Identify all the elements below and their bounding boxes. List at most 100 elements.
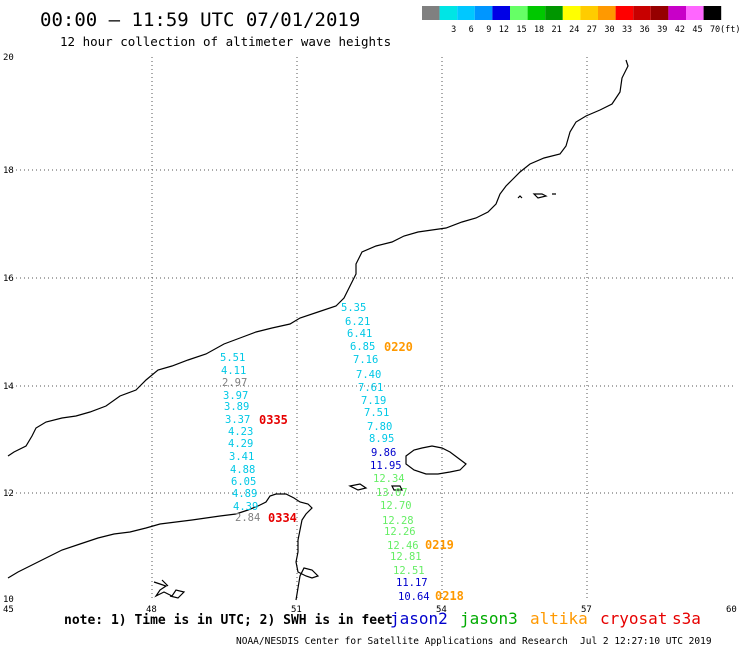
legend-swatch bbox=[668, 6, 686, 20]
footer-credit: NOAA/NESDIS Center for Satellite Applica… bbox=[236, 636, 568, 647]
lon-label: 57 bbox=[581, 605, 592, 615]
satellite-name: cryosat bbox=[600, 609, 667, 628]
legend-swatch bbox=[598, 6, 616, 20]
wave-height-observations: 5.35 6.216.416.857.16 7.407.617.197.51 7.80… bbox=[220, 302, 430, 603]
wave-height-value: 2.84 bbox=[235, 512, 260, 524]
wave-height-value: 11.17 bbox=[396, 577, 428, 589]
lat-lon-grid bbox=[8, 57, 735, 600]
legend-swatch bbox=[439, 6, 458, 20]
wave-height-value: 12.26 bbox=[384, 526, 416, 538]
lon-label: 45 bbox=[3, 605, 14, 615]
legend-swatch bbox=[633, 6, 651, 20]
wave-height-value: 3.37 bbox=[225, 414, 250, 426]
legend-label: 24 bbox=[569, 25, 579, 35]
legend-label: 6 bbox=[469, 25, 474, 35]
coastline bbox=[7, 59, 629, 601]
wave-height-value: 7.16 bbox=[353, 354, 378, 366]
legend-swatch bbox=[510, 6, 528, 20]
wave-height-value: 12.51 bbox=[393, 565, 425, 577]
somali-coast bbox=[7, 493, 320, 601]
legend-label: 45 bbox=[692, 25, 702, 35]
legend-label: 39 bbox=[657, 25, 667, 35]
legend-label: 33 bbox=[622, 25, 632, 35]
wave-height-value: 7.40 bbox=[356, 369, 381, 381]
map-title: 00:00 – 11:59 UTC 07/01/2019 bbox=[40, 9, 360, 31]
lat-label: 14 bbox=[3, 382, 14, 392]
legend-swatch bbox=[457, 6, 475, 20]
lon-label: 60 bbox=[726, 605, 737, 615]
brothers-islet bbox=[391, 485, 403, 491]
satellite-name: s3a bbox=[672, 609, 701, 628]
wave-height-value: 3.89 bbox=[224, 401, 249, 413]
footer-timestamp: Jul 2 12:27:10 UTC 2019 bbox=[580, 636, 712, 647]
legend-label: 42 bbox=[675, 25, 685, 35]
legend-label: 30 bbox=[604, 25, 614, 35]
legend-label: 70 bbox=[710, 25, 720, 35]
wave-height-value: 6.21 bbox=[345, 316, 370, 328]
wave-height-value: 2.97 bbox=[222, 377, 247, 389]
legend-swatch bbox=[422, 6, 440, 20]
legend-label: 18 bbox=[534, 25, 544, 35]
legend-swatch bbox=[492, 6, 510, 20]
pass-time: 0220 bbox=[384, 340, 413, 354]
wave-height-value: 9.86 bbox=[371, 447, 396, 459]
legend-swatch bbox=[545, 6, 563, 20]
legend-label: 21 bbox=[552, 25, 562, 35]
pass-time: 0218 bbox=[435, 589, 464, 603]
wave-height-value: 12.70 bbox=[380, 500, 412, 512]
satellite-name: altika bbox=[530, 609, 588, 628]
wave-height-value: 12.34 bbox=[373, 473, 405, 485]
wave-height-value: 6.41 bbox=[347, 328, 372, 340]
legend-label: 27 bbox=[587, 25, 597, 35]
legend-swatch bbox=[686, 6, 704, 20]
wave-height-value: 12.28 bbox=[382, 515, 414, 527]
legend-swatch bbox=[615, 6, 634, 20]
kuria-muria-islets bbox=[517, 193, 556, 199]
legend-unit: (ft) bbox=[720, 25, 740, 35]
satellite-name: jason2 bbox=[390, 609, 448, 628]
axis-labels: 45 48 51 54 57 60 10 12 14 16 18 20 bbox=[3, 53, 737, 615]
wave-height-value: 4.89 bbox=[232, 488, 257, 500]
wave-height-value: 4.88 bbox=[230, 464, 255, 476]
wave-height-value: 3.97 bbox=[223, 390, 248, 402]
legend-swatch bbox=[650, 6, 669, 20]
pass-time: 0335 bbox=[259, 413, 288, 427]
wave-height-value: 12.46 bbox=[387, 540, 419, 552]
wave-height-value: 4.23 bbox=[228, 426, 253, 438]
map-subtitle: 12 hour collection of altimeter wave hei… bbox=[60, 34, 391, 49]
satellite-legend: jason2 jason3 altika cryosat s3a bbox=[390, 609, 701, 628]
wave-height-value: 7.61 bbox=[358, 382, 383, 394]
satellite-name: jason3 bbox=[460, 609, 518, 628]
wave-height-value: 11.95 bbox=[370, 460, 402, 472]
legend-label: 15 bbox=[516, 25, 526, 35]
pass-time: 0219 bbox=[425, 538, 454, 552]
pass-time: 0334 bbox=[268, 511, 297, 525]
wave-height-value: 4.11 bbox=[221, 365, 246, 377]
somali-inlet bbox=[153, 579, 186, 599]
lat-label: 18 bbox=[3, 166, 14, 176]
legend-label: 3 bbox=[451, 25, 456, 35]
wave-height-value: 10.64 bbox=[398, 591, 430, 603]
wave-height-value: 6.05 bbox=[231, 476, 256, 488]
footer-note: note: 1) Time is in UTC; 2) SWH is in fe… bbox=[64, 613, 393, 628]
legend-swatch bbox=[474, 6, 493, 20]
legend-swatch bbox=[580, 6, 598, 20]
abd-al-kuri-island bbox=[348, 483, 368, 491]
wave-height-value: 13.07 bbox=[376, 487, 408, 499]
wave-height-value: 7.80 bbox=[367, 421, 392, 433]
lat-label: 12 bbox=[3, 489, 14, 499]
lon-label: 48 bbox=[146, 605, 157, 615]
wave-height-value: 7.51 bbox=[364, 407, 389, 419]
wave-height-value: 6.85 bbox=[350, 341, 375, 353]
socotra-island bbox=[405, 445, 467, 475]
wave-height-value: 7.19 bbox=[361, 395, 386, 407]
legend-swatch bbox=[562, 6, 581, 20]
pass-time-labels: 0220 0335 0334 0219 0218 bbox=[259, 340, 464, 603]
wave-height-value: 4.39 bbox=[233, 501, 258, 513]
arabian-coast bbox=[7, 59, 629, 457]
wave-height-value: 8.95 bbox=[369, 433, 394, 445]
legend-label: 9 bbox=[486, 25, 491, 35]
legend-swatch bbox=[527, 6, 546, 20]
wave-height-value: 4.29 bbox=[228, 438, 253, 450]
wave-height-value: 12.81 bbox=[390, 551, 422, 563]
